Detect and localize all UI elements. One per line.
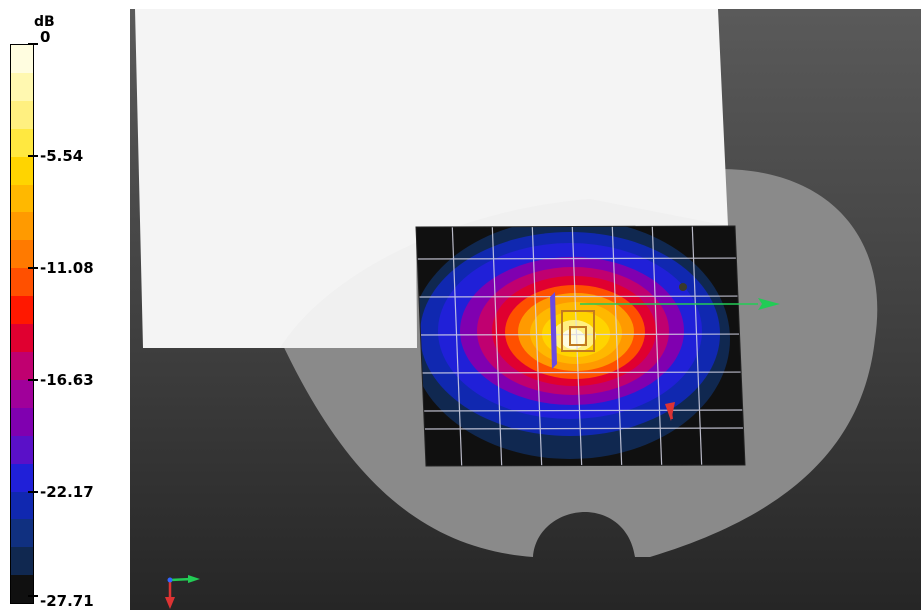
legend-tick-label: -16.63 [40, 371, 94, 389]
sar-heatmap [416, 226, 745, 466]
legend-tick-label: 0 [40, 28, 51, 46]
legend-swatch [11, 184, 33, 213]
legend-swatch [11, 156, 33, 185]
legend-swatch [11, 324, 33, 352]
legend-swatch [11, 463, 33, 492]
legend-swatch [11, 100, 33, 129]
legend-swatch [11, 491, 33, 520]
legend-swatch [11, 128, 33, 157]
legend-tick-label: -11.08 [40, 259, 94, 277]
legend-swatch [11, 240, 33, 269]
heatmap-grid [416, 226, 745, 466]
color-legend: dB 0 -5.54 -11.08 -16.63 -22.17 -27.71 [0, 0, 130, 610]
plane-shading [280, 199, 728, 348]
legend-swatch [11, 379, 33, 408]
legend-swatch [11, 575, 33, 603]
legend-swatch [11, 547, 33, 576]
orientation-triad-icon [165, 575, 200, 609]
legend-tick-label: -5.54 [40, 147, 84, 165]
3d-viewport[interactable] [130, 9, 921, 610]
legend-swatch [11, 435, 33, 464]
legend-swatch [11, 45, 33, 73]
legend-swatch [11, 407, 33, 436]
legend-swatch [11, 212, 33, 241]
measurement-plane [135, 9, 728, 348]
legend-tick-label: -22.17 [40, 483, 94, 501]
peak-cube-marker [550, 292, 595, 369]
legend-unit-label: dB [34, 14, 55, 30]
legend-swatch [11, 351, 33, 380]
scene-canvas[interactable] [130, 9, 921, 610]
legend-swatch [11, 296, 33, 325]
probe-marker [679, 283, 687, 291]
legend-swatch [11, 268, 33, 297]
green-axis-arrow-icon [580, 298, 780, 310]
legend-swatch [11, 72, 33, 101]
legend-swatch [11, 519, 33, 548]
heatmap-border [415, 225, 746, 467]
red-axis-arrow-icon [665, 402, 675, 421]
legend-tick-label: -27.71 [40, 592, 94, 610]
legend-color-bar [10, 44, 34, 604]
